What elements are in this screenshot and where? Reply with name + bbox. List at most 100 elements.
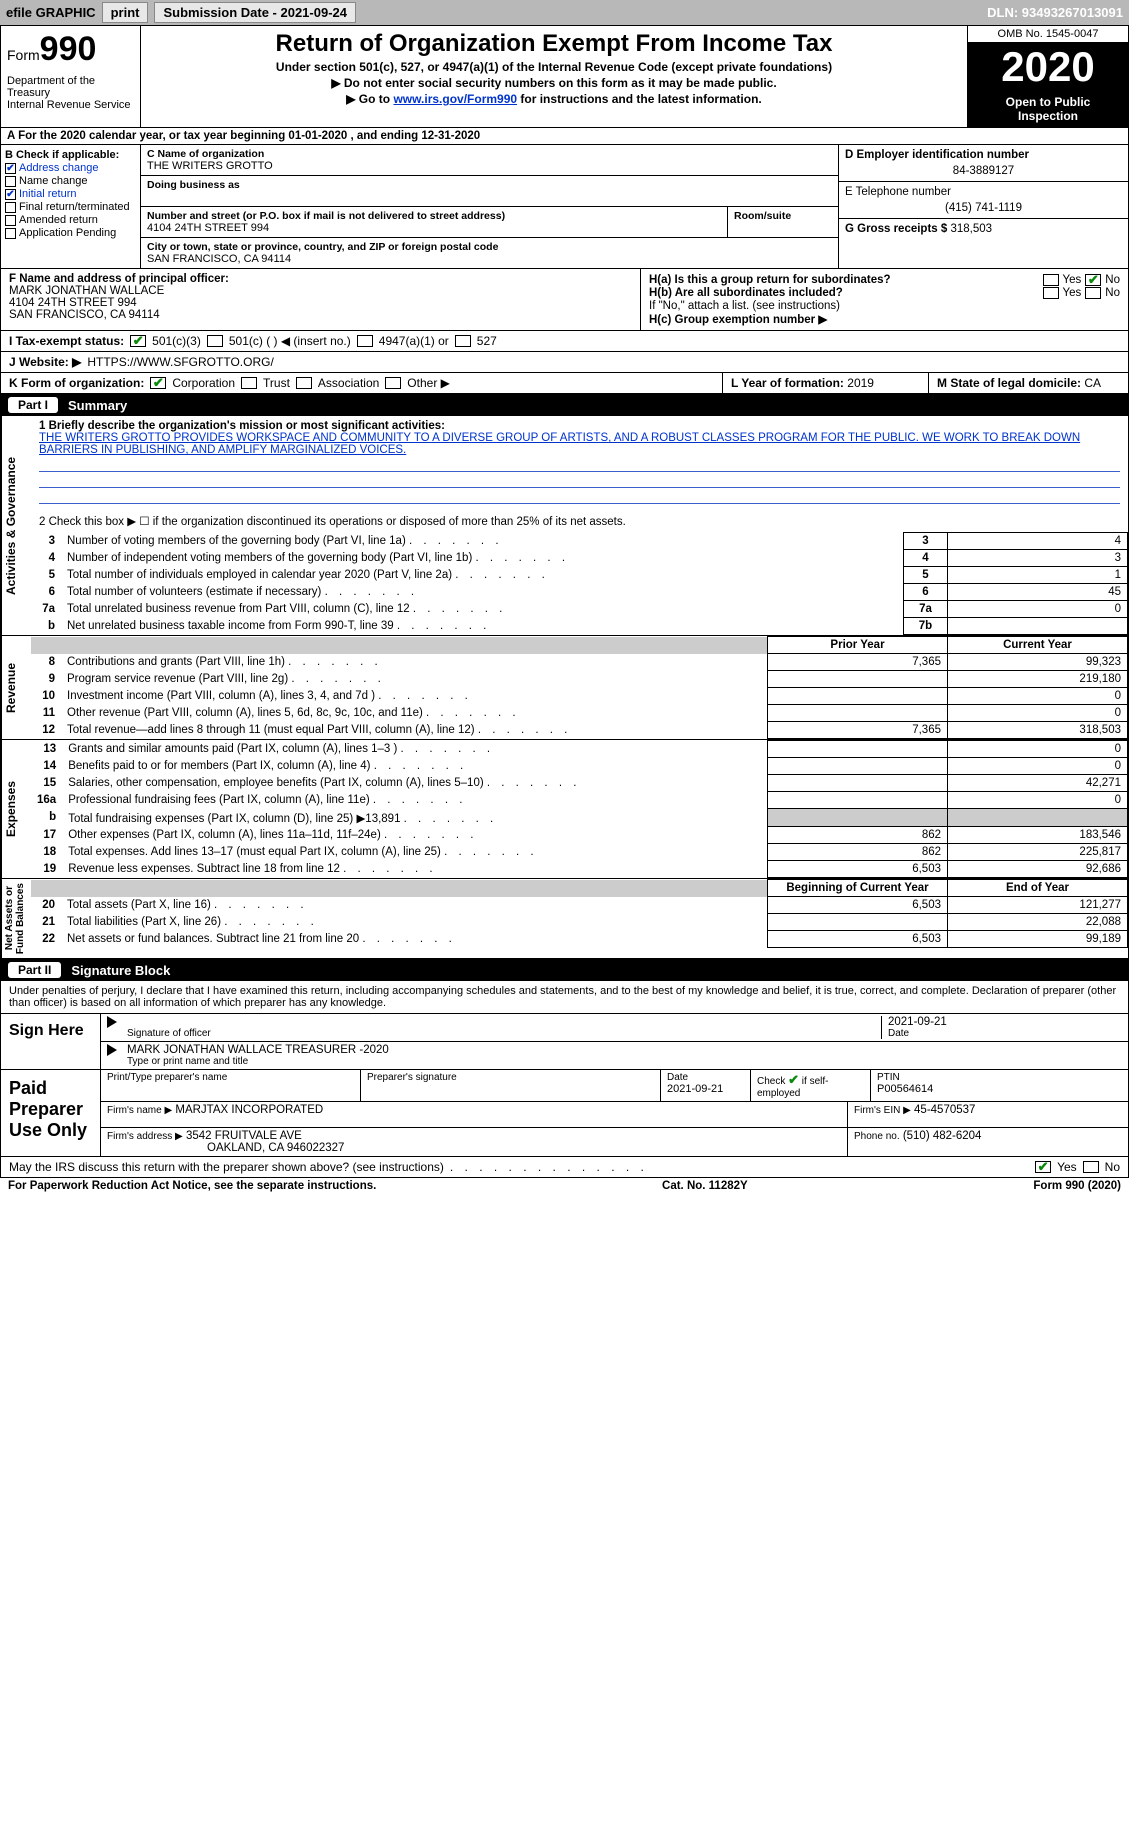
may-no[interactable] xyxy=(1083,1161,1099,1173)
c-name: C Name of organization THE WRITERS GROTT… xyxy=(141,145,838,176)
table-row: 18Total expenses. Add lines 13–17 (must … xyxy=(31,844,1128,861)
firm-phone-value: (510) 482-6204 xyxy=(903,1130,982,1142)
prep-name-label: Print/Type preparer's name xyxy=(101,1070,361,1101)
table-row: 12Total revenue—add lines 8 through 11 (… xyxy=(31,722,1128,739)
k-l-m-row: K Form of organization: ✔Corporation Tru… xyxy=(0,373,1129,394)
table-row: 5Total number of individuals employed in… xyxy=(31,567,1128,584)
q1-label: 1 Briefly describe the organization's mi… xyxy=(39,420,1120,432)
dln-label: DLN: 93493267013091 xyxy=(987,5,1123,20)
h-a-no[interactable]: ✔ xyxy=(1085,274,1101,286)
line-a: A For the 2020 calendar year, or tax yea… xyxy=(0,128,1129,145)
table-row: 20Total assets (Part X, line 16) . . . .… xyxy=(31,897,1128,914)
table-row: 8Contributions and grants (Part VIII, li… xyxy=(31,654,1128,671)
form-number: Form990 xyxy=(7,30,134,69)
h-b-note: If "No," attach a list. (see instruction… xyxy=(649,300,1120,312)
h-b-yes[interactable] xyxy=(1043,287,1059,299)
vlabel-rev: Revenue xyxy=(1,636,31,739)
b-title: B Check if applicable: xyxy=(5,149,136,161)
section-revenue: Revenue Prior YearCurrent Year8Contribut… xyxy=(0,636,1129,740)
table-row: 6Total number of volunteers (estimate if… xyxy=(31,584,1128,601)
firm-addr-value: 3542 FRUITVALE AVE xyxy=(186,1130,302,1142)
checkbox-address-change[interactable]: ✔Address change xyxy=(5,162,136,174)
irs-link[interactable]: www.irs.gov/Form990 xyxy=(393,92,517,106)
h-section: H(a) Is this a group return for subordin… xyxy=(641,269,1128,330)
i-501c[interactable] xyxy=(207,335,223,347)
subtitle-3: ▶ Go to www.irs.gov/Form990 for instruct… xyxy=(149,92,959,106)
footer-mid: Cat. No. 11282Y xyxy=(662,1180,748,1192)
section-net: Net Assets or Fund Balances Beginning of… xyxy=(0,879,1129,959)
form-title: Return of Organization Exempt From Incom… xyxy=(149,30,959,58)
checkbox-application-pending[interactable]: Application Pending xyxy=(5,227,136,239)
vlabel-exp: Expenses xyxy=(1,740,31,878)
tax-year: 2020 xyxy=(968,43,1128,91)
k-assoc[interactable] xyxy=(296,377,312,389)
checkbox-initial-return[interactable]: ✔Initial return xyxy=(5,188,136,200)
checkbox-amended-return[interactable]: Amended return xyxy=(5,214,136,226)
firm-addr-label: Firm's address ▶ xyxy=(107,1131,183,1142)
c-dba: Doing business as xyxy=(141,176,838,207)
prep-date-value: 2021-09-21 xyxy=(667,1083,744,1095)
table-row: 3Number of voting members of the governi… xyxy=(31,533,1128,550)
vlabel-net: Net Assets or Fund Balances xyxy=(1,879,31,958)
e-phone: E Telephone number (415) 741-1119 xyxy=(839,182,1128,219)
triangle-icon xyxy=(107,1044,117,1056)
sign-date-value: 2021-09-21 xyxy=(888,1016,1122,1028)
print-button[interactable]: print xyxy=(102,2,149,23)
sig-officer-label: Signature of officer xyxy=(127,1028,881,1039)
h-b-no[interactable] xyxy=(1085,287,1101,299)
table-row: bNet unrelated business taxable income f… xyxy=(31,618,1128,635)
i-4947[interactable] xyxy=(357,335,373,347)
table-row: 7aTotal unrelated business revenue from … xyxy=(31,601,1128,618)
main-grid: B Check if applicable: ✔Address changeNa… xyxy=(0,145,1129,269)
omb-number: OMB No. 1545-0047 xyxy=(968,26,1128,43)
firm-ein-label: Firm's EIN ▶ xyxy=(854,1105,911,1116)
firm-phone-label: Phone no. xyxy=(854,1131,900,1142)
may-yes[interactable]: ✔ xyxy=(1035,1161,1051,1173)
k-trust[interactable] xyxy=(241,377,257,389)
j-row: J Website: ▶ HTTPS://WWW.SFGROTTO.ORG/ xyxy=(0,352,1129,373)
table-row: 13Grants and similar amounts paid (Part … xyxy=(31,741,1128,758)
table-row: 14Benefits paid to or for members (Part … xyxy=(31,758,1128,775)
prep-date-label: Date xyxy=(667,1072,744,1083)
section-governance: Activities & Governance 1 Briefly descri… xyxy=(0,416,1129,636)
k-other[interactable] xyxy=(385,377,401,389)
g-gross: G Gross receipts $ 318,503 xyxy=(839,219,1128,239)
footer-left: For Paperwork Reduction Act Notice, see … xyxy=(8,1180,376,1192)
ptin-label: PTIN xyxy=(877,1072,1122,1083)
efile-label: efile GRAPHIC xyxy=(6,5,96,20)
k-corp[interactable]: ✔ xyxy=(150,377,166,389)
table-header: Prior YearCurrent Year xyxy=(31,637,1128,654)
q2-text: 2 Check this box ▶ ☐ if the organization… xyxy=(31,510,1128,532)
table-row: 4Number of independent voting members of… xyxy=(31,550,1128,567)
h-c-label: H(c) Group exemption number ▶ xyxy=(649,312,1120,326)
firm-ein-value: 45-4570537 xyxy=(914,1104,975,1116)
form-header: Form990 Department of the Treasury Inter… xyxy=(0,25,1129,128)
table-row: 9Program service revenue (Part VIII, lin… xyxy=(31,671,1128,688)
footer: For Paperwork Reduction Act Notice, see … xyxy=(0,1178,1129,1194)
f-h-row: F Name and address of principal officer:… xyxy=(0,269,1129,331)
c-city: City or town, state or province, country… xyxy=(141,238,838,268)
table-row: 10Investment income (Part VIII, column (… xyxy=(31,688,1128,705)
may-irs-row: May the IRS discuss this return with the… xyxy=(0,1157,1129,1178)
submission-date-label: Submission Date - 2021-09-24 xyxy=(154,2,356,23)
vlabel-gov: Activities & Governance xyxy=(1,416,31,635)
table-row: 16aProfessional fundraising fees (Part I… xyxy=(31,792,1128,809)
paid-preparer-section: Paid Preparer Use Only Print/Type prepar… xyxy=(0,1070,1129,1157)
h-a-yes[interactable] xyxy=(1043,274,1059,286)
checkbox-name-change[interactable]: Name change xyxy=(5,175,136,187)
penalties-text: Under penalties of perjury, I declare th… xyxy=(0,981,1129,1014)
triangle-icon xyxy=(107,1016,117,1028)
gov-table: 3Number of voting members of the governi… xyxy=(31,532,1128,635)
table-row: 19Revenue less expenses. Subtract line 1… xyxy=(31,861,1128,878)
net-table: Beginning of Current YearEnd of Year20To… xyxy=(31,879,1128,948)
table-row: 11Other revenue (Part VIII, column (A), … xyxy=(31,705,1128,722)
d-ein: D Employer identification number 84-3889… xyxy=(839,145,1128,182)
i-row: I Tax-exempt status: ✔501(c)(3) 501(c) (… xyxy=(0,331,1129,352)
i-527[interactable] xyxy=(455,335,471,347)
h-b-label: H(b) Are all subordinates included? xyxy=(649,287,843,299)
exp-table: 13Grants and similar amounts paid (Part … xyxy=(31,740,1128,878)
signer-name-label: Type or print name and title xyxy=(127,1056,1122,1067)
mission-text: THE WRITERS GROTTO PROVIDES WORKSPACE AN… xyxy=(39,432,1120,456)
i-501c3[interactable]: ✔ xyxy=(130,335,146,347)
checkbox-final-return-terminated[interactable]: Final return/terminated xyxy=(5,201,136,213)
